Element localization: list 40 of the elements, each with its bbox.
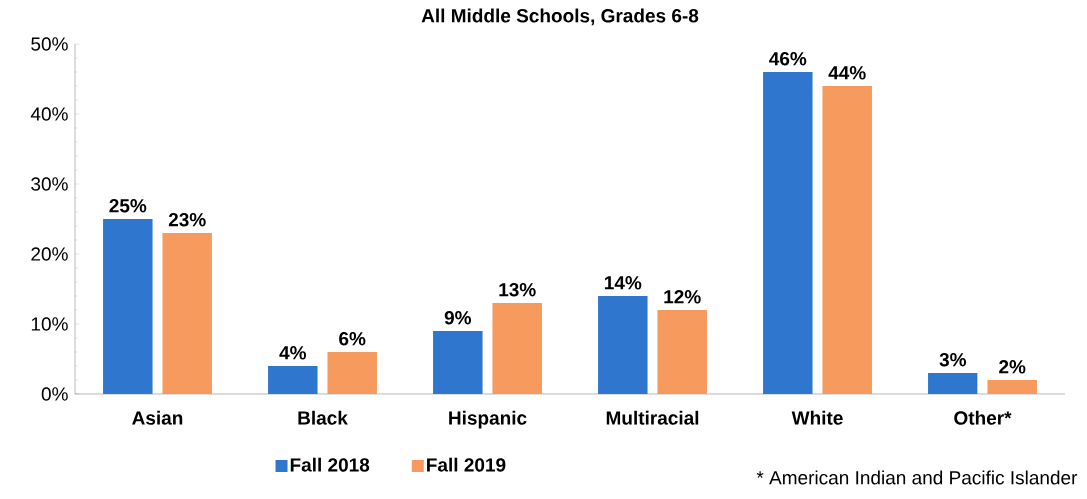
data-label: 44% [828, 66, 866, 80]
y-tick-label: 0% [41, 387, 68, 401]
x-tick-label: Asian [132, 410, 183, 425]
data-label: 12% [664, 290, 701, 304]
data-label: 2% [999, 360, 1026, 374]
bar [103, 219, 153, 394]
x-tick-label: Other* [954, 410, 1012, 425]
bar [657, 310, 707, 394]
y-tick-label: 30% [31, 177, 68, 191]
y-tick-label: 40% [30, 107, 68, 121]
data-label: 6% [339, 332, 366, 346]
bar [928, 373, 978, 394]
legend-label: Fall 2018 [290, 457, 370, 472]
text: * American Indian and Pacific Islander [756, 470, 1078, 485]
chart-title: All Middle Schools, Grades 6-8 [421, 8, 699, 26]
bar [763, 72, 813, 394]
x-tick-label: White [791, 410, 843, 425]
x-tick-label: Black [298, 410, 348, 425]
bar [987, 380, 1037, 394]
y-tick-label: 50% [31, 37, 68, 51]
x-tick-label: Hispanic [449, 410, 527, 429]
y-tick-label: 20% [31, 247, 68, 261]
y-tick-label: 10% [31, 317, 68, 331]
bar [598, 296, 648, 394]
legend-label: Fall 2019 [427, 457, 506, 472]
bar [162, 233, 212, 394]
data-label: 4% [279, 346, 307, 360]
bar [492, 303, 542, 394]
bar [327, 352, 377, 394]
data-label: 14% [604, 276, 642, 290]
bar [433, 331, 483, 394]
data-label: 3% [939, 352, 967, 367]
data-label: 23% [168, 212, 206, 227]
data-label: 25% [109, 199, 147, 213]
x-tick-label: Multiracial [606, 410, 699, 425]
data-label: 9% [444, 311, 472, 325]
data-label: 13% [499, 282, 536, 297]
bar [268, 366, 318, 394]
bar [822, 86, 872, 394]
data-label: 46% [769, 52, 807, 66]
